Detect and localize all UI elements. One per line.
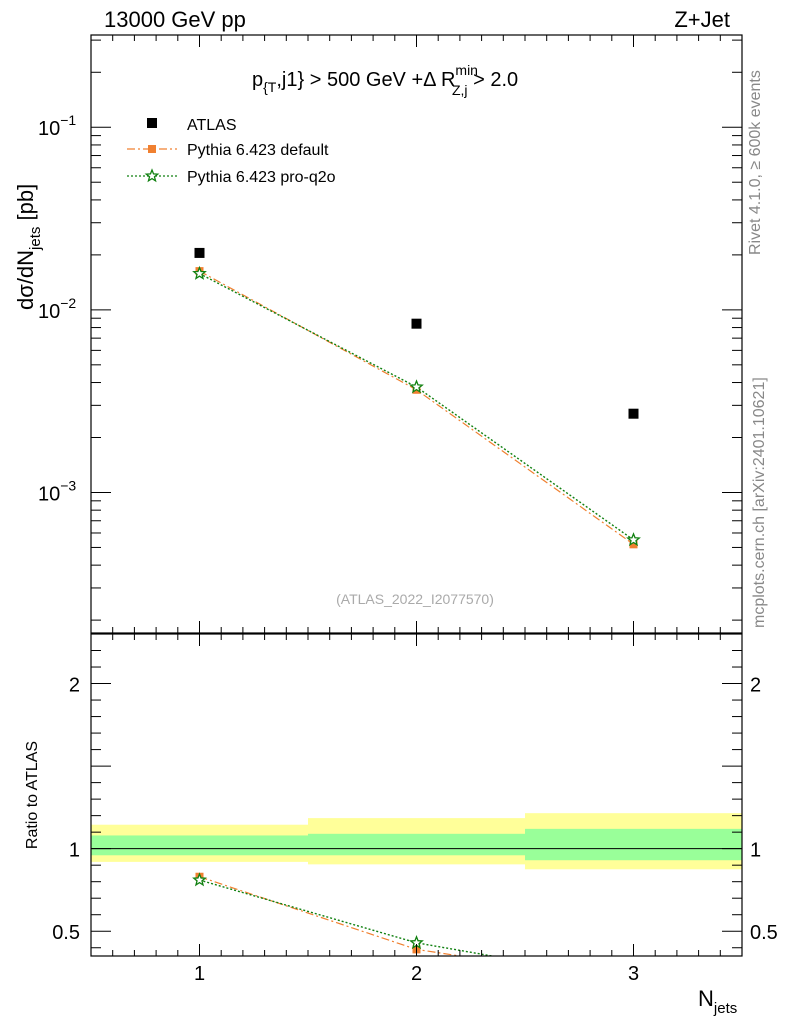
title-mid: ,j1} > 500 GeV +Δ R	[276, 69, 455, 91]
ratio-y-tick-label: 0.5	[52, 922, 80, 944]
legend-label-atlas: ATLAS	[187, 117, 237, 134]
series-line-pythia-default	[199, 270, 634, 545]
y-tick-base: 10	[38, 483, 60, 505]
legend-marker-pythia-default	[148, 145, 156, 153]
x-axis-label: Njets	[698, 986, 737, 1017]
ylabel-unit: [pb]	[13, 184, 38, 227]
mcplots-label: mcplots.cern.ch [arXiv:2401.10621]	[751, 377, 768, 628]
data-point-atlas	[194, 247, 205, 258]
data-point-atlas	[411, 318, 422, 329]
legend-item-atlas: ATLAS	[147, 117, 237, 134]
analysis-watermark: (ATLAS_2022_I2077570)	[336, 591, 494, 607]
ratio-panel: 1 2 3 0.5 0.5 1 1 2 2 Ratio to ATLAS Njets	[24, 633, 778, 1017]
y-tick-base: 10	[38, 301, 60, 323]
legend-label-pythia-default: Pythia 6.423 default	[187, 142, 329, 159]
ratio-y-tick-label-right: 0.5	[750, 922, 778, 944]
legend-item-pythia-pro-q2o: Pythia 6.423 pro-q2o	[127, 168, 336, 186]
legend-item-pythia-default: Pythia 6.423 default	[127, 142, 329, 159]
title-p: p	[252, 69, 263, 91]
y-tick-label: 10−1	[38, 112, 76, 140]
y-tick-exponent: −1	[60, 112, 76, 128]
energy-label: 13000 GeV pp	[104, 7, 246, 32]
title-p-sub: {T	[263, 79, 277, 95]
data-point-pythia-pro-q2o	[192, 265, 207, 280]
xlabel-sub: jets	[713, 1000, 737, 1017]
ratio-y-axis-label: Ratio to ATLAS	[24, 741, 41, 849]
y-tick-exponent: −2	[60, 295, 76, 311]
series-line-pythia-pro-q2o	[199, 272, 634, 541]
y-tick-exponent: −3	[60, 477, 76, 493]
x-tick-label: 2	[411, 963, 422, 985]
uncertainty-band-stat	[525, 828, 742, 861]
ratio-y-tick-label: 2	[69, 675, 80, 697]
data-point-pythia-pro-q2o	[409, 379, 424, 394]
ylabel-sub: jets	[27, 227, 44, 251]
data-point-pythia-pro-q2o	[626, 532, 641, 547]
main-y-axis-label: dσ/dNjets [pb]	[13, 184, 44, 310]
main-axes: 10−110−210−3	[38, 35, 743, 633]
uncertainty-band-stat	[91, 835, 308, 856]
title-r-sup: min	[455, 62, 478, 78]
main-plot-area	[192, 247, 641, 549]
title-r-sub: Z,j	[452, 82, 468, 98]
legend-marker-pythia-pro-q2o	[144, 168, 160, 183]
ratio-plot-area	[91, 813, 742, 956]
legend-label-pythia-pro-q2o: Pythia 6.423 pro-q2o	[187, 169, 336, 186]
ratio-y-tick-label-right: 2	[750, 675, 761, 697]
ratio-y-tick-label: 1	[69, 840, 80, 862]
xlabel-main: N	[698, 986, 714, 1011]
title-tail: > 2.0	[468, 69, 519, 91]
y-tick-label: 10−2	[38, 295, 76, 323]
y-tick-label: 10−3	[38, 477, 76, 505]
uncertainty-band-stat	[308, 833, 525, 856]
data-point-pythia-default	[629, 540, 638, 549]
x-tick-label: 3	[628, 963, 639, 985]
main-panel: 10−110−210−3 p{T,j1} > 500 GeV +Δ Rmin Z,…	[13, 34, 743, 634]
ratio-axes: 1 2 3 0.5 0.5 1 1 2 2	[52, 634, 778, 985]
data-point-atlas	[628, 408, 639, 419]
x-tick-label: 1	[194, 963, 205, 985]
ratio-point-pythia-pro-q2o	[192, 872, 207, 887]
ylabel-main: dσ/dN	[13, 250, 38, 310]
legend: ATLAS Pythia 6.423 default Pythia 6.423 …	[127, 117, 336, 186]
legend-marker-atlas	[147, 118, 157, 128]
ratio-frame	[90, 633, 743, 957]
process-label: Z+Jet	[674, 7, 730, 32]
chart-title: p{T,j1} > 500 GeV +Δ Rmin Z,j > 2.0	[252, 62, 518, 98]
rivet-label: Rivet 4.1.0, ≥ 600k events	[747, 70, 764, 255]
y-tick-base: 10	[38, 118, 60, 140]
ratio-y-tick-label-right: 1	[750, 840, 761, 862]
